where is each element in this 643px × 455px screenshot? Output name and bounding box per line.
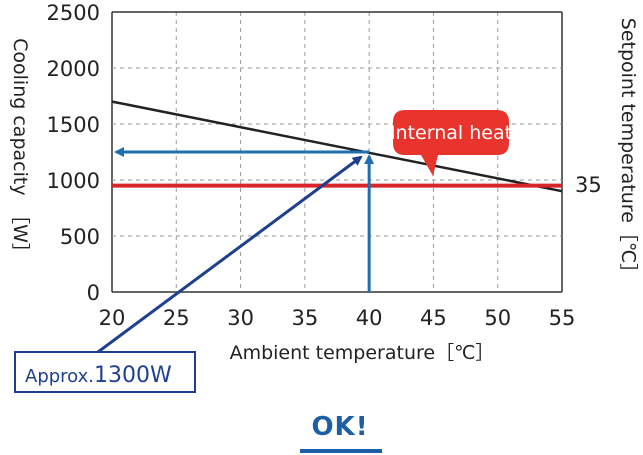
x-tick-label: 25: [163, 306, 190, 330]
y-tick-label: 2000: [47, 57, 100, 81]
x-tick-label: 20: [99, 306, 126, 330]
x-tick-label: 50: [484, 306, 511, 330]
y-tick-label: 0: [87, 281, 100, 305]
approx-pointer-line: [97, 155, 363, 354]
y-axis-title-right: Setpoint temperature［℃］: [617, 18, 639, 282]
y-tick-label: 500: [60, 225, 100, 249]
approx-value: 1300W: [94, 363, 172, 388]
ok-underline: [300, 449, 382, 453]
approx-prefix: Approx.: [25, 366, 94, 387]
cooling-capacity-line: [111, 100, 563, 193]
y-axis-title-left: Cooling capacity ［W］: [9, 38, 31, 262]
x-tick-label: 45: [420, 306, 447, 330]
x-tick-label: 30: [227, 306, 254, 330]
y-tick-label: 2500: [47, 1, 100, 25]
setpoint-value-label: 35: [575, 173, 602, 197]
x-axis-title: Ambient temperature［℃］: [230, 342, 495, 364]
reference-arrows: [114, 147, 375, 292]
x-tick-label: 55: [549, 306, 576, 330]
series: [111, 100, 563, 193]
approx-text: Approx.1300W: [25, 363, 172, 388]
approx-note: Approx.1300W: [14, 155, 363, 393]
y-tick-label: 1500: [47, 113, 100, 137]
x-tick-label: 35: [291, 306, 318, 330]
internal-heat-label: Internal heat: [390, 122, 512, 144]
tick-labels: 20 25 30 35 40 45 50 55 0 500 1000 1500 2000 2500: [47, 1, 576, 330]
ok-label: OK!: [311, 412, 369, 442]
internal-heat-callout: Internal heat: [390, 110, 512, 176]
internal-heat-callout-bubble: [393, 110, 509, 176]
y-tick-label: 1000: [47, 169, 100, 193]
approx-box: [14, 351, 196, 393]
x-tick-label: 40: [356, 306, 383, 330]
